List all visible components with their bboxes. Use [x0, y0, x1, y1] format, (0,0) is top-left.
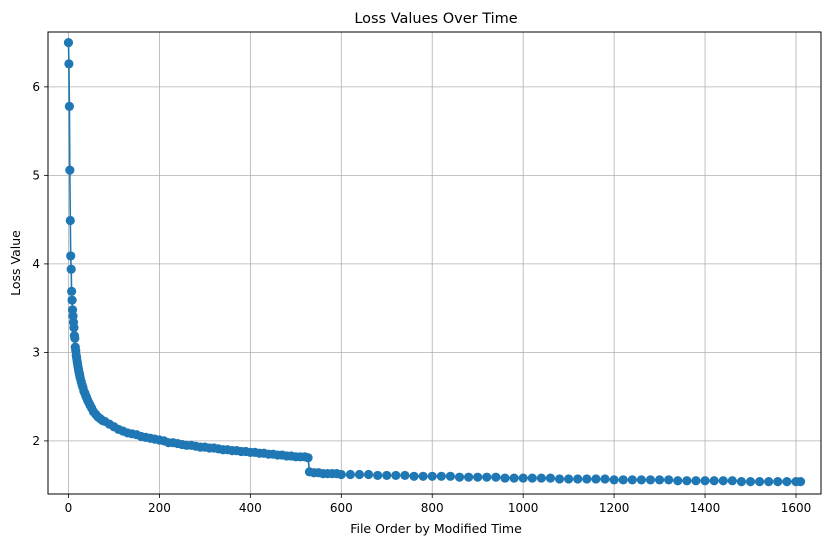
y-axis-label: Loss Value [8, 230, 23, 296]
data-point [418, 471, 428, 481]
data-point [645, 475, 656, 485]
data-point [436, 471, 446, 481]
x-axis-label: File Order by Modified Time [350, 521, 522, 536]
data-point [627, 475, 637, 485]
data-point [64, 59, 74, 69]
data-point [500, 473, 510, 483]
data-point [345, 469, 355, 480]
x-tick-label: 200 [148, 501, 171, 515]
data-point [354, 469, 365, 480]
data-point [336, 469, 346, 480]
y-tick-label: 5 [32, 168, 40, 182]
data-point [400, 470, 410, 481]
data-point [591, 474, 601, 484]
data-point [66, 251, 76, 261]
data-point [509, 473, 519, 483]
data-point [718, 476, 728, 486]
data-point [536, 473, 546, 483]
data-point [691, 476, 701, 486]
data-point [636, 475, 646, 485]
data-point [600, 474, 610, 484]
data-point [409, 471, 419, 481]
data-point [654, 475, 665, 485]
data-point [545, 473, 556, 483]
data-point [445, 471, 456, 481]
x-tick-label: 1600 [781, 501, 812, 515]
data-point [482, 472, 492, 482]
x-tick-label: 1000 [508, 501, 539, 515]
data-point [382, 470, 392, 481]
plot-area: 0 200 400 600 800 1000 1200 1400 1600 2 3 4 5 6 [32, 31, 822, 515]
data-point [67, 286, 77, 296]
data-point [64, 101, 74, 111]
data-point [764, 477, 774, 487]
x-tick-label: 800 [421, 501, 444, 515]
data-point [473, 472, 483, 482]
x-tick-label: 600 [330, 501, 353, 515]
plot-frame [47, 31, 822, 495]
x-axis-ticks: 0 200 400 600 800 1000 1200 1400 1600 [65, 494, 812, 515]
data-point [363, 469, 374, 480]
y-axis-ticks: 2 3 4 5 6 [32, 80, 48, 448]
data-point [755, 477, 765, 487]
data-point [795, 477, 806, 487]
data-point [67, 295, 77, 305]
data-point [70, 333, 80, 343]
x-tick-label: 0 [65, 501, 73, 515]
data-point [664, 475, 674, 485]
data-point [573, 474, 583, 484]
data-point [65, 215, 75, 226]
data-point [491, 472, 501, 482]
data-point [518, 473, 528, 483]
data-point [69, 323, 79, 333]
data-point [454, 472, 465, 482]
data-point [736, 477, 747, 487]
data-point [609, 475, 619, 485]
data-point [554, 474, 565, 484]
chart-title: Loss Values Over Time [354, 11, 517, 27]
y-tick-label: 3 [32, 345, 40, 359]
data-point [303, 453, 313, 463]
data-point [582, 474, 592, 484]
data-point [391, 470, 401, 481]
x-tick-label: 1400 [690, 501, 721, 515]
series-loss [63, 38, 806, 487]
data-point [773, 477, 783, 487]
data-point [673, 476, 683, 486]
data-point [65, 165, 75, 175]
data-point [373, 470, 383, 481]
data-point [66, 264, 76, 274]
data-point [63, 38, 74, 48]
y-tick-label: 6 [32, 80, 40, 94]
grid [48, 32, 821, 494]
data-point [427, 471, 437, 481]
y-tick-label: 2 [32, 434, 40, 448]
data-point [745, 477, 756, 487]
data-point [618, 475, 628, 485]
data-point [700, 476, 710, 486]
y-tick-label: 4 [32, 257, 40, 271]
data-point [464, 472, 474, 482]
data-point [527, 473, 537, 483]
data-point [564, 474, 574, 484]
x-tick-label: 400 [239, 501, 262, 515]
x-tick-label: 1200 [599, 501, 630, 515]
data-point [709, 476, 719, 486]
data-point [782, 477, 792, 487]
data-point [682, 476, 692, 486]
data-point [727, 476, 737, 486]
